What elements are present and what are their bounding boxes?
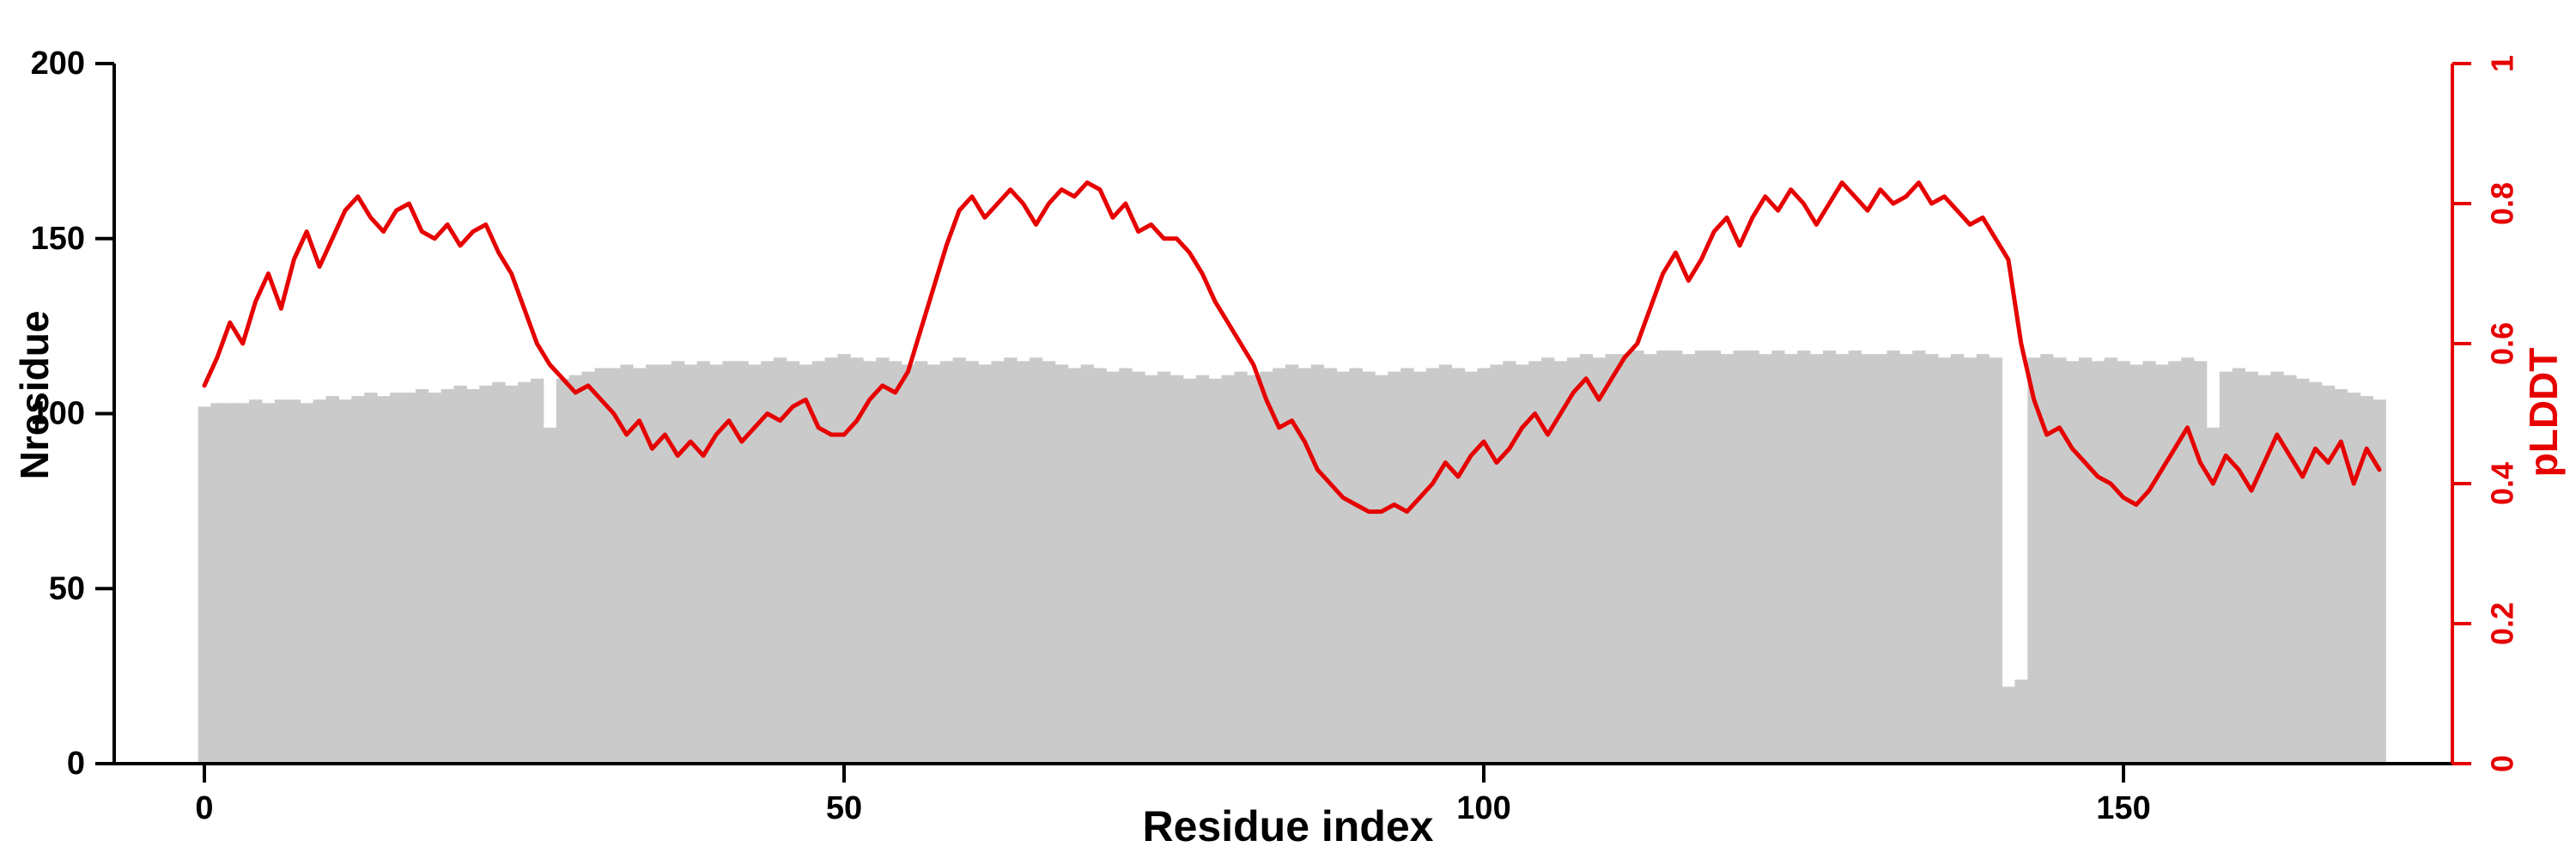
svg-text:200: 200 [31, 46, 85, 82]
nresidue-bars [197, 350, 2386, 765]
right-axis: 0 0.2 0.4 0.6 0.8 1 [2451, 55, 2520, 772]
x-axis: 0 50 100 150 [114, 762, 2452, 826]
svg-text:50: 50 [49, 570, 85, 606]
x-axis-title: Residue index [1142, 802, 1434, 850]
svg-text:0.8: 0.8 [2485, 182, 2520, 225]
y-axis-title-left: Nresidue [12, 310, 57, 480]
svg-text:0: 0 [2485, 755, 2520, 772]
svg-text:0.6: 0.6 [2485, 322, 2520, 365]
svg-text:0: 0 [67, 746, 85, 782]
svg-text:100: 100 [31, 396, 85, 432]
svg-text:0.4: 0.4 [2485, 462, 2520, 505]
svg-text:0: 0 [195, 790, 213, 826]
svg-text:150: 150 [2096, 790, 2150, 826]
svg-text:150: 150 [31, 221, 85, 257]
svg-text:50: 50 [826, 790, 862, 826]
plddt-line [202, 180, 2382, 515]
svg-text:1: 1 [2485, 55, 2520, 72]
left-axis: 0 50 100 150 200 [31, 46, 116, 782]
svg-text:0.2: 0.2 [2485, 602, 2520, 645]
y-axis-title-right: pLDDT [2521, 347, 2566, 478]
svg-text:100: 100 [1456, 790, 1510, 826]
